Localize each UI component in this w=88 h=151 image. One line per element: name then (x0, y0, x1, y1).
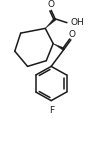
Polygon shape (53, 44, 65, 50)
Text: O: O (68, 30, 75, 39)
Text: F: F (49, 106, 54, 115)
Text: O: O (48, 0, 55, 9)
Polygon shape (45, 18, 56, 28)
Text: OH: OH (71, 18, 85, 27)
